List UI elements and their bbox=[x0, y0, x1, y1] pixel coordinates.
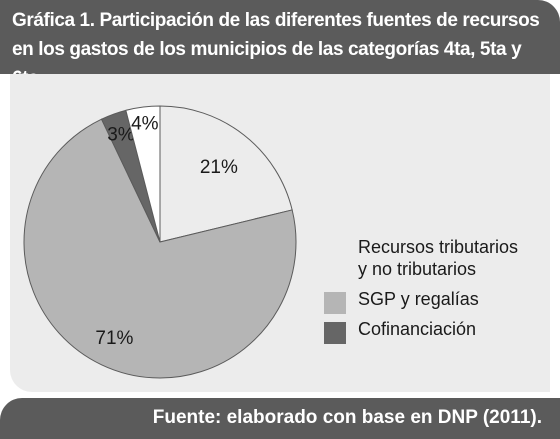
source-bar: Fuente: elaborado con base en DNP (2011)… bbox=[0, 398, 560, 439]
slice-percent-label: 4% bbox=[131, 113, 159, 134]
legend-label: SGP y regalías bbox=[358, 289, 479, 309]
slice-percent-label: 21% bbox=[200, 157, 238, 178]
legend-item: SGP y regalías bbox=[324, 288, 548, 314]
source-note: Fuente: elaborado con base en DNP (2011)… bbox=[152, 407, 542, 428]
slice-percent-label: 71% bbox=[95, 328, 133, 349]
title-bar: Gráfica 1. Participación de las diferent… bbox=[0, 0, 560, 89]
legend-swatch bbox=[324, 240, 346, 262]
legend-label: Recursos tributarios y no tributarios bbox=[358, 237, 519, 279]
pie-slice bbox=[159, 105, 293, 243]
slice-percent-label: 3% bbox=[107, 125, 135, 146]
legend-label: Cofinanciación bbox=[358, 319, 477, 339]
legend-swatch bbox=[324, 322, 346, 344]
pie-slice bbox=[23, 118, 297, 379]
legend-item: Recursos tributarios y no tributarios bbox=[324, 236, 548, 280]
legend-swatch bbox=[324, 292, 346, 314]
pie-chart: 21% 71% 3%4% bbox=[23, 105, 297, 379]
legend-item: Cofinanciación bbox=[324, 318, 548, 344]
pie-slice bbox=[125, 105, 161, 243]
chart-title: Gráfica 1. Participación de las diferent… bbox=[12, 10, 540, 89]
legend: Recursos tributarios y no tributarios SG… bbox=[324, 236, 548, 348]
chart-panel: 21% 71% 3% 4% Recursos tributarios y no tri… bbox=[10, 74, 550, 392]
